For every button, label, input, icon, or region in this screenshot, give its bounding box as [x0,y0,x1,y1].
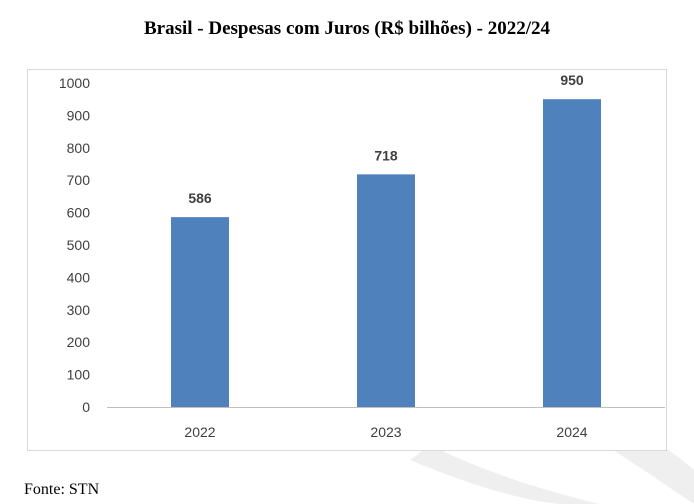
y-tick-label-3: 300 [67,302,91,318]
bar-chart: 0 100 200 300 400 500 600 700 800 900 1000 586 2022 7… [59,72,665,440]
y-tick-label-2: 200 [67,334,91,350]
y-tick-label-1: 100 [67,367,91,383]
y-tick-label-8: 800 [67,140,91,156]
y-tick-label-0: 0 [82,399,90,415]
bar-2024 [543,99,601,407]
chart-area: 0 100 200 300 400 500 600 700 800 900 1000 586 2022 7… [27,69,667,451]
data-label-2022: 586 [188,190,212,206]
x-tick-label-2023: 2023 [370,424,401,440]
chart-title: Brasil - Despesas com Juros (R$ bilhões)… [143,18,551,39]
y-tick-label-4: 400 [67,269,91,285]
x-tick-label-2022: 2022 [184,424,215,440]
y-tick-label-9: 900 [67,107,91,123]
source-note: Fonte: STN [24,481,100,498]
y-tick-label-7: 700 [67,172,91,188]
y-tick-label-5: 500 [67,237,91,253]
x-tick-label-2024: 2024 [556,424,587,440]
data-label-2023: 718 [374,147,398,163]
data-label-2024: 950 [560,72,584,88]
y-tick-label-10: 1000 [59,75,90,91]
bar-2022 [171,217,229,407]
y-tick-label-6: 600 [67,205,91,221]
bar-2023 [357,174,415,407]
